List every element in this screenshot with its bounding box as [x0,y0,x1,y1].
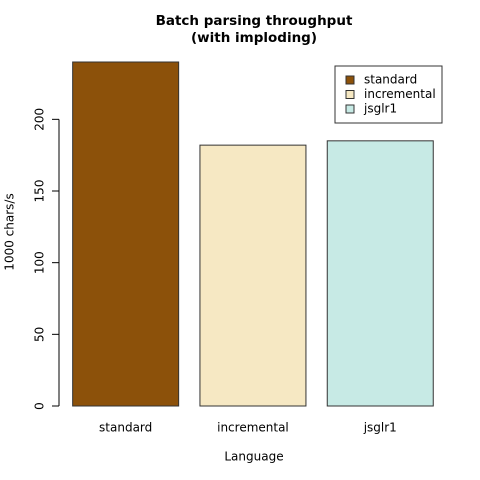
legend-label: incremental [364,87,436,101]
x-tick-label: standard [99,421,152,435]
chart-subtitle: (with imploding) [191,30,317,46]
y-tick-label: 150 [33,180,47,203]
chart-title: Batch parsing throughput [156,13,353,29]
y-axis-label: 1000 chars/s [3,193,17,270]
legend-swatch [345,104,355,114]
legend-swatch [345,90,355,99]
legend-swatch [345,75,355,85]
bar [326,140,434,407]
bar [72,61,180,407]
legend-label: standard [364,73,417,87]
y-tick-label: 50 [33,327,47,342]
x-axis-label: Language [224,450,283,464]
x-tick-label: jsglr1 [363,421,397,435]
y-tick-label: 100 [33,251,47,274]
bar [199,144,307,407]
x-tick-label: incremental [217,421,289,435]
y-tick-label: 0 [33,402,47,410]
legend-label: jsglr1 [363,102,397,116]
y-tick-label: 200 [33,108,47,131]
